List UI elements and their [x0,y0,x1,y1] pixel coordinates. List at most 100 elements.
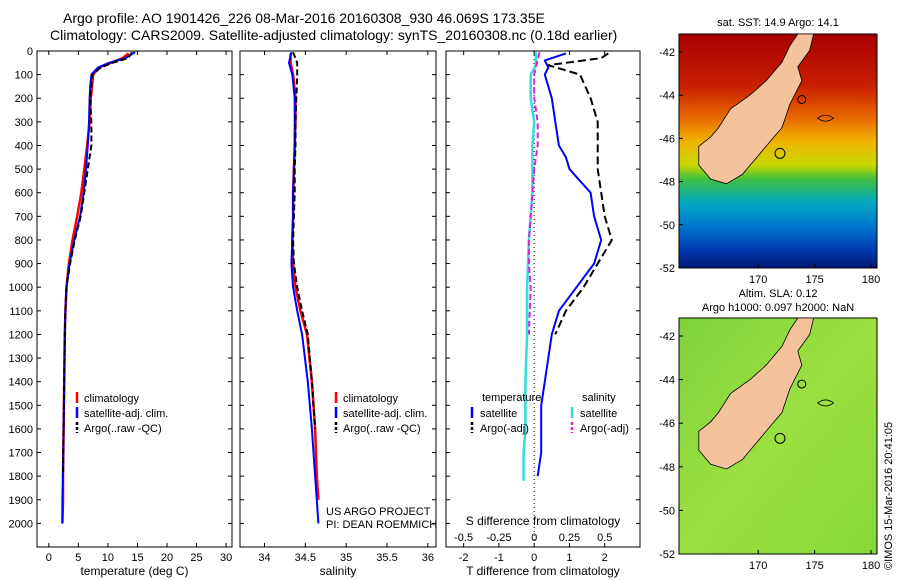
map-x-tick-label: 175 [805,274,823,286]
x-tick-label: 0 [531,552,537,564]
y-tick-label: 2000 [9,518,33,530]
land-mass [698,317,815,470]
x-tick-label: 35.5 [376,552,397,564]
x-tick-label: 2 [602,552,608,564]
x-tick-label: 0 [46,552,52,564]
y-tick-label: 1400 [9,377,33,389]
x-tick-label: 30 [220,552,232,564]
x-tick-label: 1 [566,552,572,564]
x-axis-label: temperature (deg C) [80,564,188,578]
legend-label: Argo(..raw -QC) [84,423,162,435]
copyright-stamp: ©IMOS 15-Mar-2016 20:41:05 [883,421,895,570]
legend-label: satellite-adj. clim. [343,408,427,420]
legend-label: climatology [343,393,399,405]
legend-label: climatology [84,393,140,405]
y-tick-label: 1900 [9,495,33,507]
y-tick-label: 1600 [9,424,33,436]
y-tick-label: 600 [15,188,33,200]
map-x-tick-label: 170 [749,560,767,572]
profile-panel-2: 34 34.5 35 35.5 36 salinity climatology satelli… [239,50,437,578]
y-tick-label: 1300 [9,353,33,365]
project-annotation: US ARGO PROJECT [326,506,431,518]
x2-tick-label: -0.5 [454,532,473,544]
x2-tick-label: -0.25 [486,532,511,544]
legend-label: satellite [480,408,517,420]
x-axis-label: salinity [320,564,357,578]
map-y-tick-label: -44 [659,375,675,387]
x-tick-label: 10 [102,552,114,564]
legend-label: Argo(-adj) [480,423,529,435]
map-y-tick-label: -46 [659,418,675,430]
y-tick-label: 900 [15,259,33,271]
y-tick-label: 1800 [9,471,33,483]
contour-ring [797,95,807,105]
map-y-tick-label: -42 [659,331,675,343]
y-tick-label: 200 [15,93,33,105]
map-y-tick-label: -48 [659,177,675,189]
bathymetry-contour [816,399,835,407]
land-mass [698,33,815,185]
y-tick-label: 100 [15,70,33,82]
y-tick-label: 1100 [9,306,33,318]
legend-label: Argo(..raw -QC) [343,423,421,435]
legend-label: satellite-adj. clim. [84,408,168,420]
y-tick-label: 1200 [9,329,33,341]
y-tick-label: 700 [15,211,33,223]
map-y-tick-label: -52 [659,263,675,275]
x-tick-label: 15 [131,552,143,564]
map-x-tick-label: 175 [805,560,823,572]
sst-map: -42 -44 -46 -48 -50 -52 170 175 180 sat. SST: 14.… [659,17,880,286]
plot-frame [239,50,437,548]
y-tick-label: 300 [15,117,33,129]
x2-axis-label: S difference from climatology [466,514,621,528]
x-tick-label: -2 [459,552,469,564]
x-tick-label: 25 [190,552,202,564]
legend-group-label: salinity [582,392,616,404]
argo-location-marker [774,147,786,159]
climatology-title: Climatology: CARS2009. Satellite-adjuste… [50,27,618,43]
map-y-tick-label: -42 [659,47,675,59]
series-line-4 [527,51,541,335]
map-title-line2: Argo h1000: 0.097 h2000: NaN [702,302,854,314]
profile-panels: 0100200300400500600700800900100011001200… [9,46,641,578]
map-y-tick-label: -46 [659,133,675,145]
profile-title: Argo profile: AO 1901426_226 08-Mar-2016… [63,10,545,26]
map-y-tick-label: -44 [659,90,675,102]
series-line-1 [536,52,603,477]
map-x-tick-label: 180 [862,560,880,572]
profile-panel-3: -2 -1 0 1 2T difference from climatology -0.5… [445,50,641,578]
series-line-3 [62,51,133,477]
series-line-2 [547,52,613,335]
x-tick-label: -1 [494,552,504,564]
x2-tick-label: 0.5 [597,532,612,544]
map-title-line1: Altim. SLA: 0.12 [739,288,818,300]
map-panels: -42 -44 -46 -48 -50 -52 170 175 180 sat. SST: 14.… [659,17,880,572]
y-tick-label: 500 [15,164,33,176]
legend-label: satellite [580,408,617,420]
y-tick-label: 0 [27,46,33,58]
legend-group-label: temperature [482,392,541,404]
map-x-tick-label: 170 [749,274,767,286]
map-y-tick-label: -50 [659,220,675,232]
map-y-tick-label: -48 [659,462,675,474]
x-tick-label: 5 [75,552,81,564]
y-tick-label: 400 [15,140,33,152]
y-tick-label: 1700 [9,448,33,460]
x-axis-label: T difference from climatology [466,564,620,578]
x-tick-label: 20 [161,552,173,564]
y-tick-label: 1000 [9,282,33,294]
map-y-tick-label: -50 [659,505,675,517]
x2-tick-label: 0.25 [559,532,580,544]
bathymetry-contour [816,114,835,122]
map-x-tick-label: 180 [862,274,880,286]
plot-frame [36,50,233,548]
argo-location-marker [774,432,786,444]
x-tick-label: 35 [340,552,352,564]
contour-ring [797,379,807,389]
profile-panel-1: 0100200300400500600700800900100011001200… [9,46,233,578]
y-tick-label: 1500 [9,400,33,412]
x-tick-label: 34.5 [295,552,316,564]
plot-frame [445,50,641,548]
sla-map: -42 -44 -46 -48 -50 -52 170 175 180 Altim. SLA: 0… [659,288,880,572]
